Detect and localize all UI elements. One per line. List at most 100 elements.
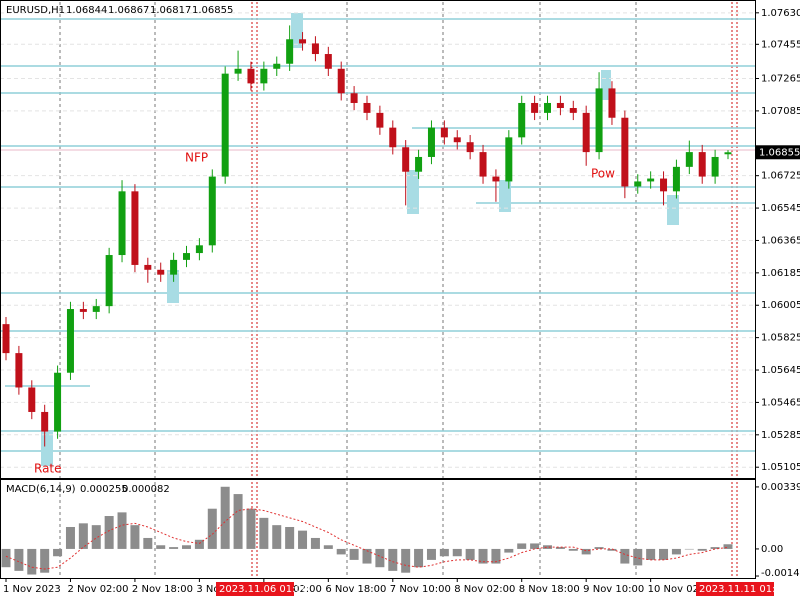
- macd-title: MACD(6,14,9): [6, 484, 76, 495]
- candle-body: [66, 309, 74, 373]
- y-tick-label: 1.05105: [761, 462, 800, 473]
- candle-body: [389, 127, 397, 148]
- y-tick-label: 1.06365: [761, 235, 800, 246]
- y-tick-label: 1.06545: [761, 203, 800, 214]
- candle-body: [79, 309, 87, 312]
- candle-body: [685, 152, 693, 167]
- y-tick-label: 1.05825: [761, 333, 800, 344]
- candle-body: [157, 269, 165, 275]
- macd-bar: [272, 525, 282, 549]
- candle-body: [105, 255, 113, 307]
- macd-bar: [246, 508, 256, 549]
- macd-bar: [607, 548, 617, 551]
- macd-bar: [104, 516, 114, 549]
- candle-body: [660, 178, 668, 192]
- candle-body: [647, 178, 655, 182]
- y-tick-label: 0.003391: [761, 482, 800, 493]
- x-tick-label: 1 Nov 2023: [3, 584, 61, 595]
- candle-body: [28, 387, 36, 412]
- macd-bar: [40, 548, 50, 573]
- macd-bar: [478, 548, 488, 564]
- highlight-box: [601, 70, 611, 100]
- candle-body: [208, 176, 216, 246]
- y-tick-label: 1.06005: [761, 300, 800, 311]
- candle-body: [402, 147, 410, 172]
- macd-bar: [723, 544, 733, 549]
- y-tick-label: 1.06725: [761, 171, 800, 182]
- candle-body: [170, 259, 178, 275]
- candle-body: [299, 39, 307, 44]
- candle-body: [711, 156, 719, 177]
- period-marker-bg: [216, 582, 294, 596]
- macd-bar: [310, 537, 320, 549]
- macd-bar: [697, 548, 707, 551]
- macd-bar: [349, 548, 359, 560]
- macd-bar: [298, 530, 308, 549]
- y-tick-label: 1.05285: [761, 430, 800, 441]
- macd-bar: [259, 517, 269, 549]
- candle-body: [556, 102, 564, 109]
- macd-bar: [169, 547, 179, 549]
- candle-body: [2, 324, 10, 354]
- annotation: Pow: [591, 167, 615, 181]
- main-frame: [0, 0, 756, 479]
- candle-body: [518, 102, 526, 138]
- highlight-boxes: [41, 13, 679, 466]
- candle-body: [183, 253, 190, 260]
- macd-bar: [388, 548, 398, 571]
- y-tick-label: 1.07455: [761, 39, 800, 50]
- macd-bar: [414, 548, 424, 568]
- y-tick-label: -0.001482: [761, 568, 800, 579]
- macd-bar: [530, 543, 540, 549]
- period-marker: 2023.11.11 01:00: [699, 584, 788, 595]
- candle-body: [427, 127, 435, 157]
- macd-bar: [285, 526, 295, 549]
- header-value: 1.06855: [192, 5, 233, 16]
- macd-bar: [684, 548, 694, 550]
- candle-body: [247, 68, 255, 84]
- candle-body: [505, 137, 513, 182]
- x-tick-label: 2 Nov 18:00: [132, 584, 193, 595]
- candle-body: [608, 88, 616, 118]
- candle-body: [234, 68, 242, 74]
- macd-bar: [620, 548, 630, 564]
- signal-line: [5, 508, 729, 570]
- macd-frame: [0, 479, 756, 579]
- macd-bar: [117, 512, 127, 549]
- macd-bar: [426, 548, 436, 560]
- x-tick-label: 8 Nov 18:00: [519, 584, 580, 595]
- y-tick-label: 1.07630: [761, 8, 800, 19]
- macd-bar: [194, 539, 204, 549]
- y-tick-label: 1.05465: [761, 397, 800, 408]
- macd-bar: [401, 548, 411, 573]
- macd-bar: [156, 545, 166, 549]
- macd-bar: [439, 548, 449, 557]
- macd-bar: [568, 548, 578, 551]
- highlight-box: [407, 170, 419, 214]
- separators: [59, 2, 637, 578]
- macd-bar: [27, 548, 37, 575]
- candle-body: [479, 152, 487, 177]
- macd-bar: [14, 548, 24, 571]
- macd-bar: [375, 548, 385, 568]
- x-tick-label: 10 Nov 02:00: [648, 584, 715, 595]
- period-marker-bg: [696, 582, 774, 596]
- candle-body: [221, 73, 229, 177]
- header-value: 1.06817: [150, 5, 191, 16]
- candle-body: [453, 137, 461, 143]
- price-tag-bg: [756, 145, 800, 160]
- macd-bar: [53, 548, 63, 557]
- candle-body: [569, 108, 577, 113]
- candle-body: [672, 166, 680, 192]
- highlight-box: [41, 432, 53, 466]
- macd-bar: [336, 548, 346, 555]
- header-value: 1.06844: [66, 5, 107, 16]
- candle-body: [582, 112, 590, 153]
- candle-body: [376, 112, 384, 128]
- macd-bar: [65, 526, 75, 549]
- highlight-box: [667, 195, 679, 225]
- annotation: NFP: [185, 151, 208, 165]
- candle-body: [15, 353, 23, 388]
